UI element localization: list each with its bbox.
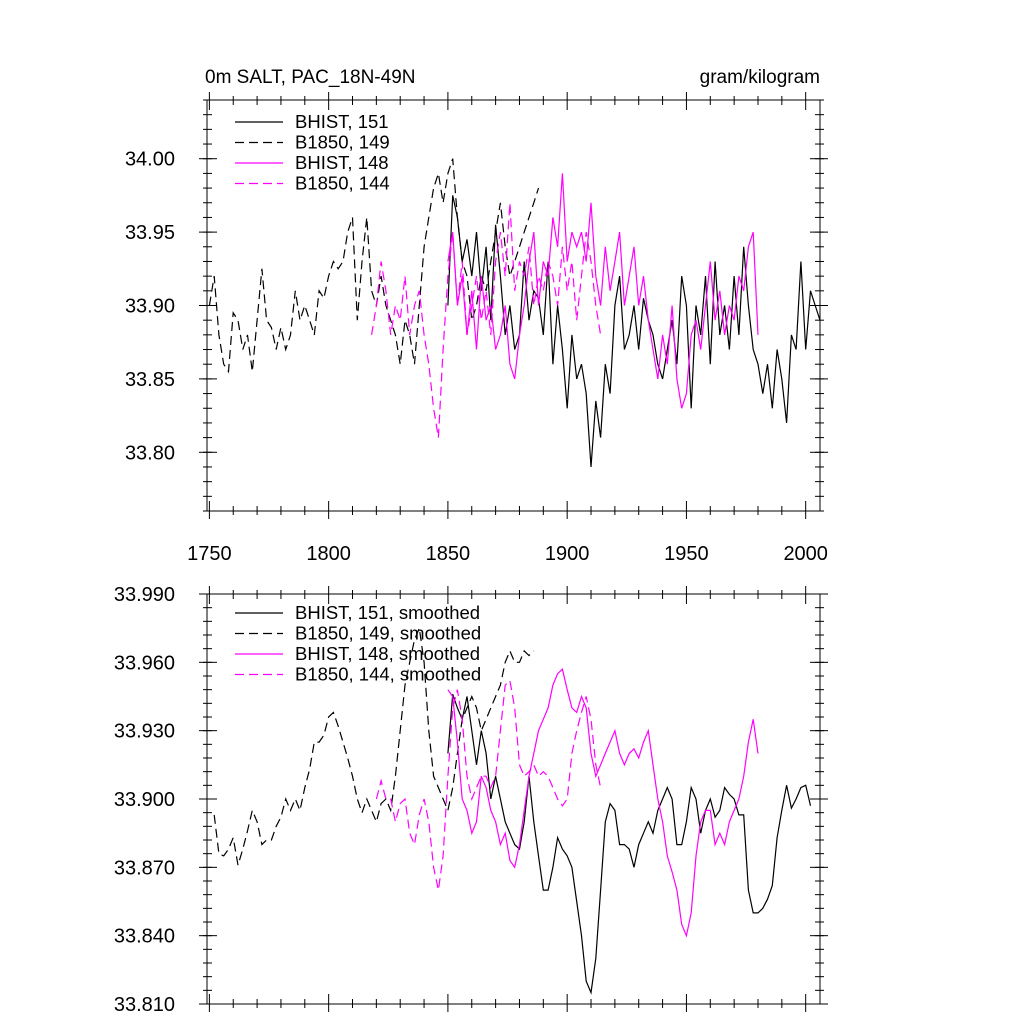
bottom-y-tick-label: 33.810	[114, 994, 175, 1016]
top-ticks: 1750 1800 1850 1900 1950 2000 33.80 33.85 33.90 3…	[125, 92, 828, 565]
bottom-series-bhist-151-smoothed	[447, 694, 812, 995]
top-title-right: gram/kilogram	[700, 67, 820, 88]
top-series-b1850-144	[371, 202, 602, 438]
bottom-y-tick-label: 33.960	[114, 652, 175, 674]
top-y-tick-label: 33.90	[125, 296, 175, 318]
bottom-legend-label-bhist-148-smoothed: BHIST, 148, smoothed	[295, 643, 480, 664]
top-title-left: 0m SALT, PAC_18N-49N	[205, 67, 416, 88]
top-y-tick-label: 33.85	[125, 369, 175, 391]
top-x-tick-label: 1900	[545, 543, 590, 565]
top-x-tick-label: 1850	[426, 543, 471, 565]
bottom-y-tick-label: 33.930	[114, 721, 175, 743]
bottom-y-tick-label: 33.840	[114, 926, 175, 948]
bottom-series	[213, 625, 812, 995]
bottom-ticks: 33.810 33.840 33.870 33.900 33.930 33.960 33.9…	[114, 584, 828, 1016]
bottom-legend-label-b1850-149-smoothed: B1850, 149, smoothed	[295, 623, 481, 644]
bottom-series-b1850-144-smoothed	[375, 679, 602, 891]
bottom-legend-label-b1850-144-smoothed: B1850, 144, smoothed	[295, 664, 481, 685]
top-y-tick-label: 34.00	[125, 149, 175, 171]
top-x-tick-label: 1950	[664, 543, 709, 565]
bottom-series-b1850-149-smoothed	[213, 625, 535, 866]
top-series-b1850-149	[208, 158, 540, 374]
top-y-tick-label: 33.80	[125, 442, 175, 464]
top-x-tick-label: 1750	[187, 543, 232, 565]
top-series-bhist-148	[447, 173, 759, 409]
top-legend-label-b1850-149: B1850, 149	[295, 132, 390, 153]
top-legend-label-bhist-151: BHIST, 151	[295, 111, 389, 132]
top-panel: 0m SALT, PAC_18N-49N gram/kilogram 1750 1…	[125, 67, 828, 565]
top-series-bhist-151	[447, 195, 820, 468]
top-legend-label-bhist-148: BHIST, 148	[295, 152, 389, 173]
bottom-y-tick-label: 33.990	[114, 584, 175, 606]
bottom-y-tick-label: 33.900	[114, 789, 175, 811]
top-series	[208, 158, 820, 468]
bottom-series-bhist-148-smoothed	[447, 668, 759, 938]
bottom-legend-label-bhist-151-smoothed: BHIST, 151, smoothed	[295, 602, 480, 623]
bottom-panel: 33.810 33.840 33.870 33.900 33.930 33.960 33.9…	[114, 584, 828, 1016]
top-legend-label-b1850-144: B1850, 144	[295, 173, 390, 194]
bottom-y-tick-label: 33.870	[114, 857, 175, 879]
top-y-tick-label: 33.95	[125, 222, 175, 244]
top-x-tick-label: 2000	[783, 543, 828, 565]
top-x-tick-label: 1800	[306, 543, 351, 565]
